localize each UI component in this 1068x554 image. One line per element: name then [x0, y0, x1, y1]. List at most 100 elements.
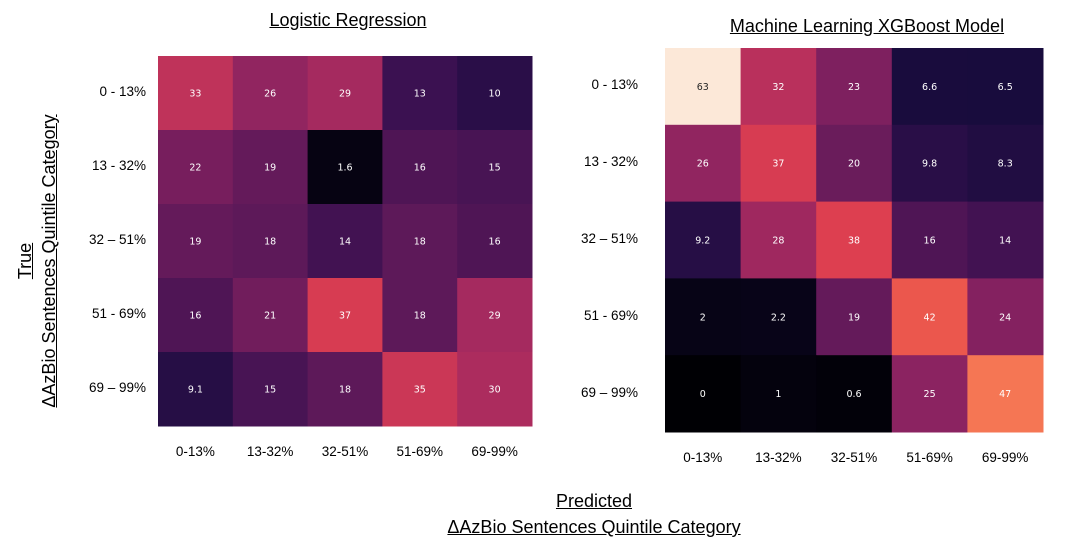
heatmap-cell-label-r1-c1: 19: [264, 163, 276, 174]
heatmap-cell-r2-c2: [307, 204, 383, 279]
y-tick-label-0: 0 - 13%: [99, 84, 146, 99]
heatmap-cell-label-r0-c4: 10: [489, 89, 501, 100]
heatmap-cell-label-r2-c4: 16: [489, 237, 501, 248]
heatmap-cell-label-r3-c2: 37: [339, 311, 351, 322]
heatmap-cell-r1-c3: [382, 130, 458, 205]
heatmap-cell-label-r1-c0: 26: [697, 159, 709, 170]
x-tick-label-0: 0-13%: [175, 444, 215, 459]
heatmap-cell-r4-c3: [382, 352, 458, 427]
heatmap-cell-r4-c2: [307, 352, 383, 427]
heatmap-cell-r4-c1: [740, 355, 817, 433]
x-tick-label-3: 51-69%: [396, 444, 444, 459]
heatmap-cell-label-r4-c1: 15: [264, 385, 276, 396]
y-tick-label-3: 51 - 69%: [91, 306, 146, 321]
y-tick-label-2: 32 – 51%: [580, 231, 638, 246]
y-axis-label: True ΔAzBio Sentences Quintile Category: [13, 114, 61, 407]
heatmap-cell-r3-c3: [382, 278, 458, 353]
heatmap-cell-r2-c1: [232, 204, 309, 279]
x-tick-label-1: 13-32%: [246, 444, 294, 459]
x-tick-label-4: 69-99%: [471, 444, 518, 459]
heatmap-cell-r2-c3: [891, 201, 968, 279]
heatmap-cell-label-r1-c2: 20: [848, 159, 860, 170]
heatmap-cell-label-r4-c0: 9.1: [188, 385, 203, 396]
heatmap-cell-label-r1-c2: 1.6: [337, 163, 352, 174]
heatmap-cell-r1-c2: [307, 130, 383, 205]
heatmap-cell-label-r0-c0: 33: [189, 89, 201, 100]
heatmap-cell-r0-c4: [967, 48, 1044, 126]
heatmap-cell-r1-c3: [891, 124, 968, 203]
left-chart-title: Logistic Regression: [269, 10, 427, 30]
heatmap-cell-label-r0-c3: 13: [414, 89, 426, 100]
heatmap-cell-label-r3-c1: 21: [264, 311, 276, 322]
heatmap-cell-label-r3-c3: 18: [414, 311, 426, 322]
y-tick-label-1: 13 - 32%: [91, 158, 146, 173]
heatmap-cell-label-r3-c2: 19: [848, 312, 860, 323]
heatmap-cell-r0-c4: [457, 56, 533, 131]
x-axis-label-line1: Predicted: [555, 491, 633, 511]
heatmap-cell-r3-c2: [816, 278, 893, 356]
x-axis-label-line2: ΔAzBio Sentences Quintile Category: [447, 517, 741, 537]
heatmap-cell-r1-c4: [457, 130, 533, 205]
x-tick-label-2: 32-51%: [321, 444, 369, 459]
heatmap-cell-r4-c2: [816, 355, 893, 433]
heatmap-cell-label-r4-c1: 1: [775, 389, 781, 400]
heatmap-cell-r0-c3: [382, 56, 458, 131]
heatmap-cell-label-r3-c4: 29: [489, 311, 501, 322]
heatmap-cell-label-r2-c2: 38: [848, 236, 860, 247]
heatmap-cell-r2-c0: [158, 204, 234, 279]
heatmap-cell-label-r0-c1: 32: [772, 82, 784, 93]
heatmap-cell-label-r2-c3: 16: [924, 236, 936, 247]
heatmap-cell-r4-c4: [457, 352, 533, 427]
heatmap-cell-r4-c1: [232, 352, 309, 427]
heatmap-cell-r4-c0: [665, 355, 742, 433]
heatmap-cell-r0-c2: [307, 56, 383, 131]
heatmap-cell-label-r4-c3: 35: [414, 385, 426, 396]
heatmap-cell-r0-c0: [665, 48, 742, 126]
heatmap-cell-r0-c2: [816, 48, 893, 126]
heatmap-cell-label-r0-c0: 63: [697, 82, 709, 93]
heatmap-cell-r1-c1: [232, 130, 309, 205]
heatmap-cell-label-r3-c0: 16: [189, 311, 201, 322]
heatmap-cell-r3-c4: [967, 278, 1044, 356]
heatmap-cell-r3-c2: [307, 278, 383, 353]
heatmap-cell-r3-c0: [665, 278, 742, 356]
heatmap-cell-label-r4-c2: 0.6: [846, 389, 861, 400]
heatmap-cell-r4-c0: [158, 352, 234, 427]
heatmap-cell-label-r1-c0: 22: [189, 163, 201, 174]
heatmap-cell-r0-c3: [891, 48, 968, 126]
x-tick-label-1: 13-32%: [755, 450, 802, 465]
heatmap-cell-label-r3-c1: 2.2: [771, 312, 786, 323]
heatmap-cell-label-r4-c4: 30: [489, 385, 501, 396]
heatmap-cell-r1-c2: [816, 124, 893, 203]
heatmap-cell-label-r4-c4: 47: [999, 389, 1011, 400]
right-chart-title: Machine Learning XGBoost Model: [729, 16, 1005, 36]
logistic-regression-heatmap: 33 26 29 13 10 22 19 1.6 16 15 19 18 14 18 16 16 21 37 18 2…: [158, 56, 533, 427]
heatmap-cell-label-r4-c3: 25: [924, 389, 936, 400]
y-tick-label-2: 32 – 51%: [88, 232, 146, 247]
y-tick-label-0: 0 - 13%: [591, 77, 638, 93]
heatmap-cell-label-r3-c3: 42: [924, 312, 936, 323]
x-tick-label-0: 0-13%: [683, 450, 723, 465]
heatmap-cell-label-r1-c1: 37: [772, 159, 784, 170]
heatmap-cell-label-r0-c2: 29: [339, 89, 351, 100]
heatmap-cell-r3-c4: [457, 278, 533, 353]
xgboost-heatmap: 63 32 23 6.6 6.526 37 20 9.8 8.39.2 28 38 16 142 2.2 1…: [665, 48, 1044, 433]
heatmap-cell-r0-c1: [232, 56, 309, 131]
heatmap-cell-r2-c4: [457, 204, 533, 279]
heatmap-cell-r1-c0: [665, 124, 742, 203]
heatmap-cell-r1-c0: [158, 130, 234, 205]
heatmap-cell-r3-c1: [740, 278, 817, 356]
heatmap-cell-r2-c0: [665, 201, 742, 279]
heatmap-cell-r3-c3: [891, 278, 968, 356]
heatmap-cell-label-r2-c0: 19: [189, 237, 201, 248]
heatmap-cell-label-r3-c0: 2: [700, 312, 706, 323]
heatmap-cell-label-r2-c0: 9.2: [695, 236, 710, 247]
heatmap-cell-label-r1-c4: 15: [489, 163, 501, 174]
heatmap-cell-r0-c1: [740, 48, 817, 126]
y-axis-label-line1: True: [15, 242, 35, 280]
heatmap-cell-label-r2-c1: 28: [772, 236, 784, 247]
y-tick-label-1: 13 - 32%: [583, 154, 638, 170]
heatmap-cell-label-r3-c4: 24: [999, 312, 1011, 323]
heatmap-cell-label-r1-c3: 9.8: [922, 159, 937, 170]
heatmap-cell-label-r2-c1: 18: [264, 237, 276, 248]
